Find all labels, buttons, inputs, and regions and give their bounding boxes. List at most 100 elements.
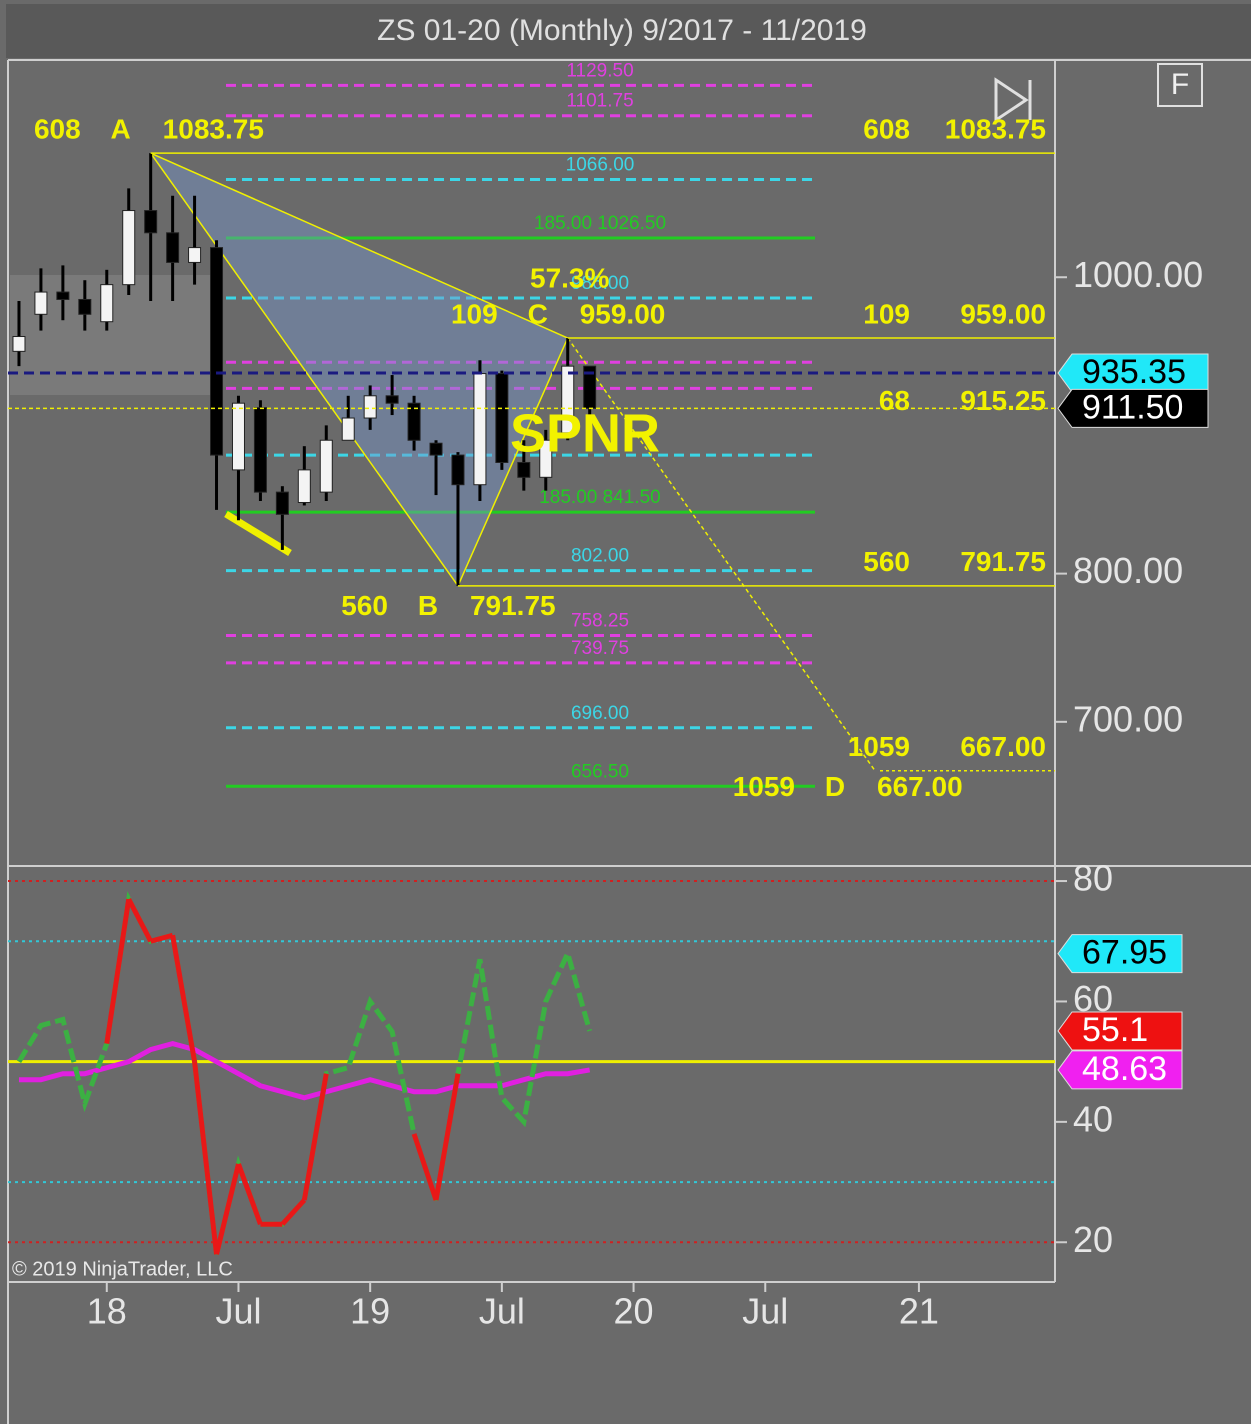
oscillator-extreme (236, 1163, 263, 1226)
candle-body (100, 284, 114, 323)
pattern-leg (150, 152, 569, 339)
y-tick-label: 80 (1073, 858, 1113, 899)
candle-body (275, 491, 289, 515)
play-icon[interactable] (994, 77, 1032, 123)
price-tag-label: 55.1 (1082, 1011, 1148, 1049)
candle-body (561, 365, 575, 434)
price-tag-label: 911.50 (1082, 388, 1183, 426)
oscillator-extreme (126, 897, 153, 943)
right-price: 667.00 (960, 731, 1046, 762)
price-tag (1057, 388, 1209, 428)
right-count: 560 (863, 546, 910, 577)
title-bar (6, 4, 1251, 58)
level-label: 986.00 (571, 273, 629, 294)
level-label: 185.00 841.50 (539, 487, 661, 508)
candle-body (144, 210, 158, 234)
level-label: 758.25 (571, 611, 629, 632)
right-price: 959.00 (960, 298, 1046, 329)
candle-body (253, 407, 267, 493)
oscillator-extreme (214, 1163, 241, 1255)
oscillator-extreme (411, 1133, 439, 1201)
price-tag (1057, 934, 1183, 974)
candle-body (407, 402, 421, 441)
oscillator-line (16, 891, 593, 1255)
level-label: 185.00 1026.50 (534, 213, 666, 234)
level-label: 696.00 (571, 703, 629, 724)
candle-body (385, 395, 399, 404)
point-price: 1083.75 (163, 114, 264, 145)
oscillator-extreme (433, 1073, 461, 1201)
y-tick-label: 40 (1073, 1098, 1113, 1139)
candle-body (341, 417, 355, 441)
right-count: 109 (863, 298, 910, 329)
x-tick-label: Jul (742, 1291, 788, 1332)
right-count: 608 (863, 114, 910, 145)
point-count: 109 (451, 298, 498, 329)
x-tick-label: 20 (614, 1291, 654, 1332)
right-count: 1059 (848, 731, 910, 762)
x-tick-label: 19 (350, 1291, 390, 1332)
level-label: 802.00 (571, 546, 629, 567)
right-price: 1083.75 (945, 114, 1046, 145)
point-price: 959.00 (580, 298, 666, 329)
candle-body (56, 291, 70, 300)
oscillator-extreme (192, 1061, 220, 1255)
candle-body (231, 402, 245, 471)
signal-label: SPNR (510, 403, 660, 463)
level-label: 1066.00 (566, 154, 635, 175)
f-button[interactable] (1157, 63, 1203, 107)
trendline (224, 511, 292, 556)
y-tick-label: 1000.00 (1073, 254, 1203, 295)
pattern-leg (150, 152, 459, 587)
point-count: 560 (341, 590, 388, 621)
point-name: A (111, 114, 131, 145)
point-price: 791.75 (470, 590, 556, 621)
oscillator-extreme (301, 1073, 329, 1201)
candle-body (78, 298, 92, 315)
level-label: 656.50 (571, 761, 629, 782)
price-tag-label: 48.63 (1082, 1050, 1167, 1088)
point-name: D (825, 771, 845, 802)
candle-body (34, 291, 48, 315)
candle-body (429, 442, 443, 456)
price-tag (1057, 353, 1209, 393)
oscillator-extreme (150, 932, 174, 944)
candle-body (188, 247, 202, 263)
pattern-leg (457, 337, 569, 587)
oscillator-extreme (280, 1198, 307, 1226)
copyright: © 2019 NinjaTrader, LLC (12, 1258, 233, 1280)
candle-body (122, 210, 136, 286)
candle-body (297, 469, 311, 503)
price-tag (1057, 1011, 1183, 1051)
y-tick-label: 20 (1073, 1219, 1113, 1260)
oscillator-extreme (170, 934, 198, 1063)
candle-body (12, 336, 26, 352)
level-label: 739.75 (571, 638, 629, 659)
candle-body (517, 461, 531, 478)
point-count: 1059 (733, 771, 795, 802)
retracement-label: 57.3% (530, 262, 609, 293)
y-tick-label: 700.00 (1073, 698, 1183, 739)
play-button[interactable] (994, 77, 1032, 123)
right-price: 791.75 (960, 546, 1046, 577)
candle-body (210, 247, 224, 456)
chart-title: ZS 01-20 (Monthly) 9/2017 - 11/2019 (377, 14, 867, 47)
point-count: 608 (34, 114, 81, 145)
point-price: 667.00 (877, 771, 963, 802)
price-tag (1057, 1050, 1183, 1090)
price-tag-label: 935.35 (1082, 353, 1186, 391)
candle-body (539, 439, 553, 478)
x-tick-label: 21 (899, 1291, 939, 1332)
right-count: 68 (879, 385, 910, 416)
average-line (18, 1041, 591, 1101)
x-tick-label: 18 (87, 1291, 127, 1332)
level-label: 1101.75 (566, 91, 633, 112)
candle-body (495, 373, 509, 463)
price-tag-label: 67.95 (1082, 934, 1167, 972)
right-price: 915.25 (960, 385, 1046, 416)
candle-body (473, 373, 487, 486)
point-name: C (528, 298, 548, 329)
f-button-label[interactable]: F (1171, 68, 1189, 101)
candle-body (166, 232, 180, 263)
